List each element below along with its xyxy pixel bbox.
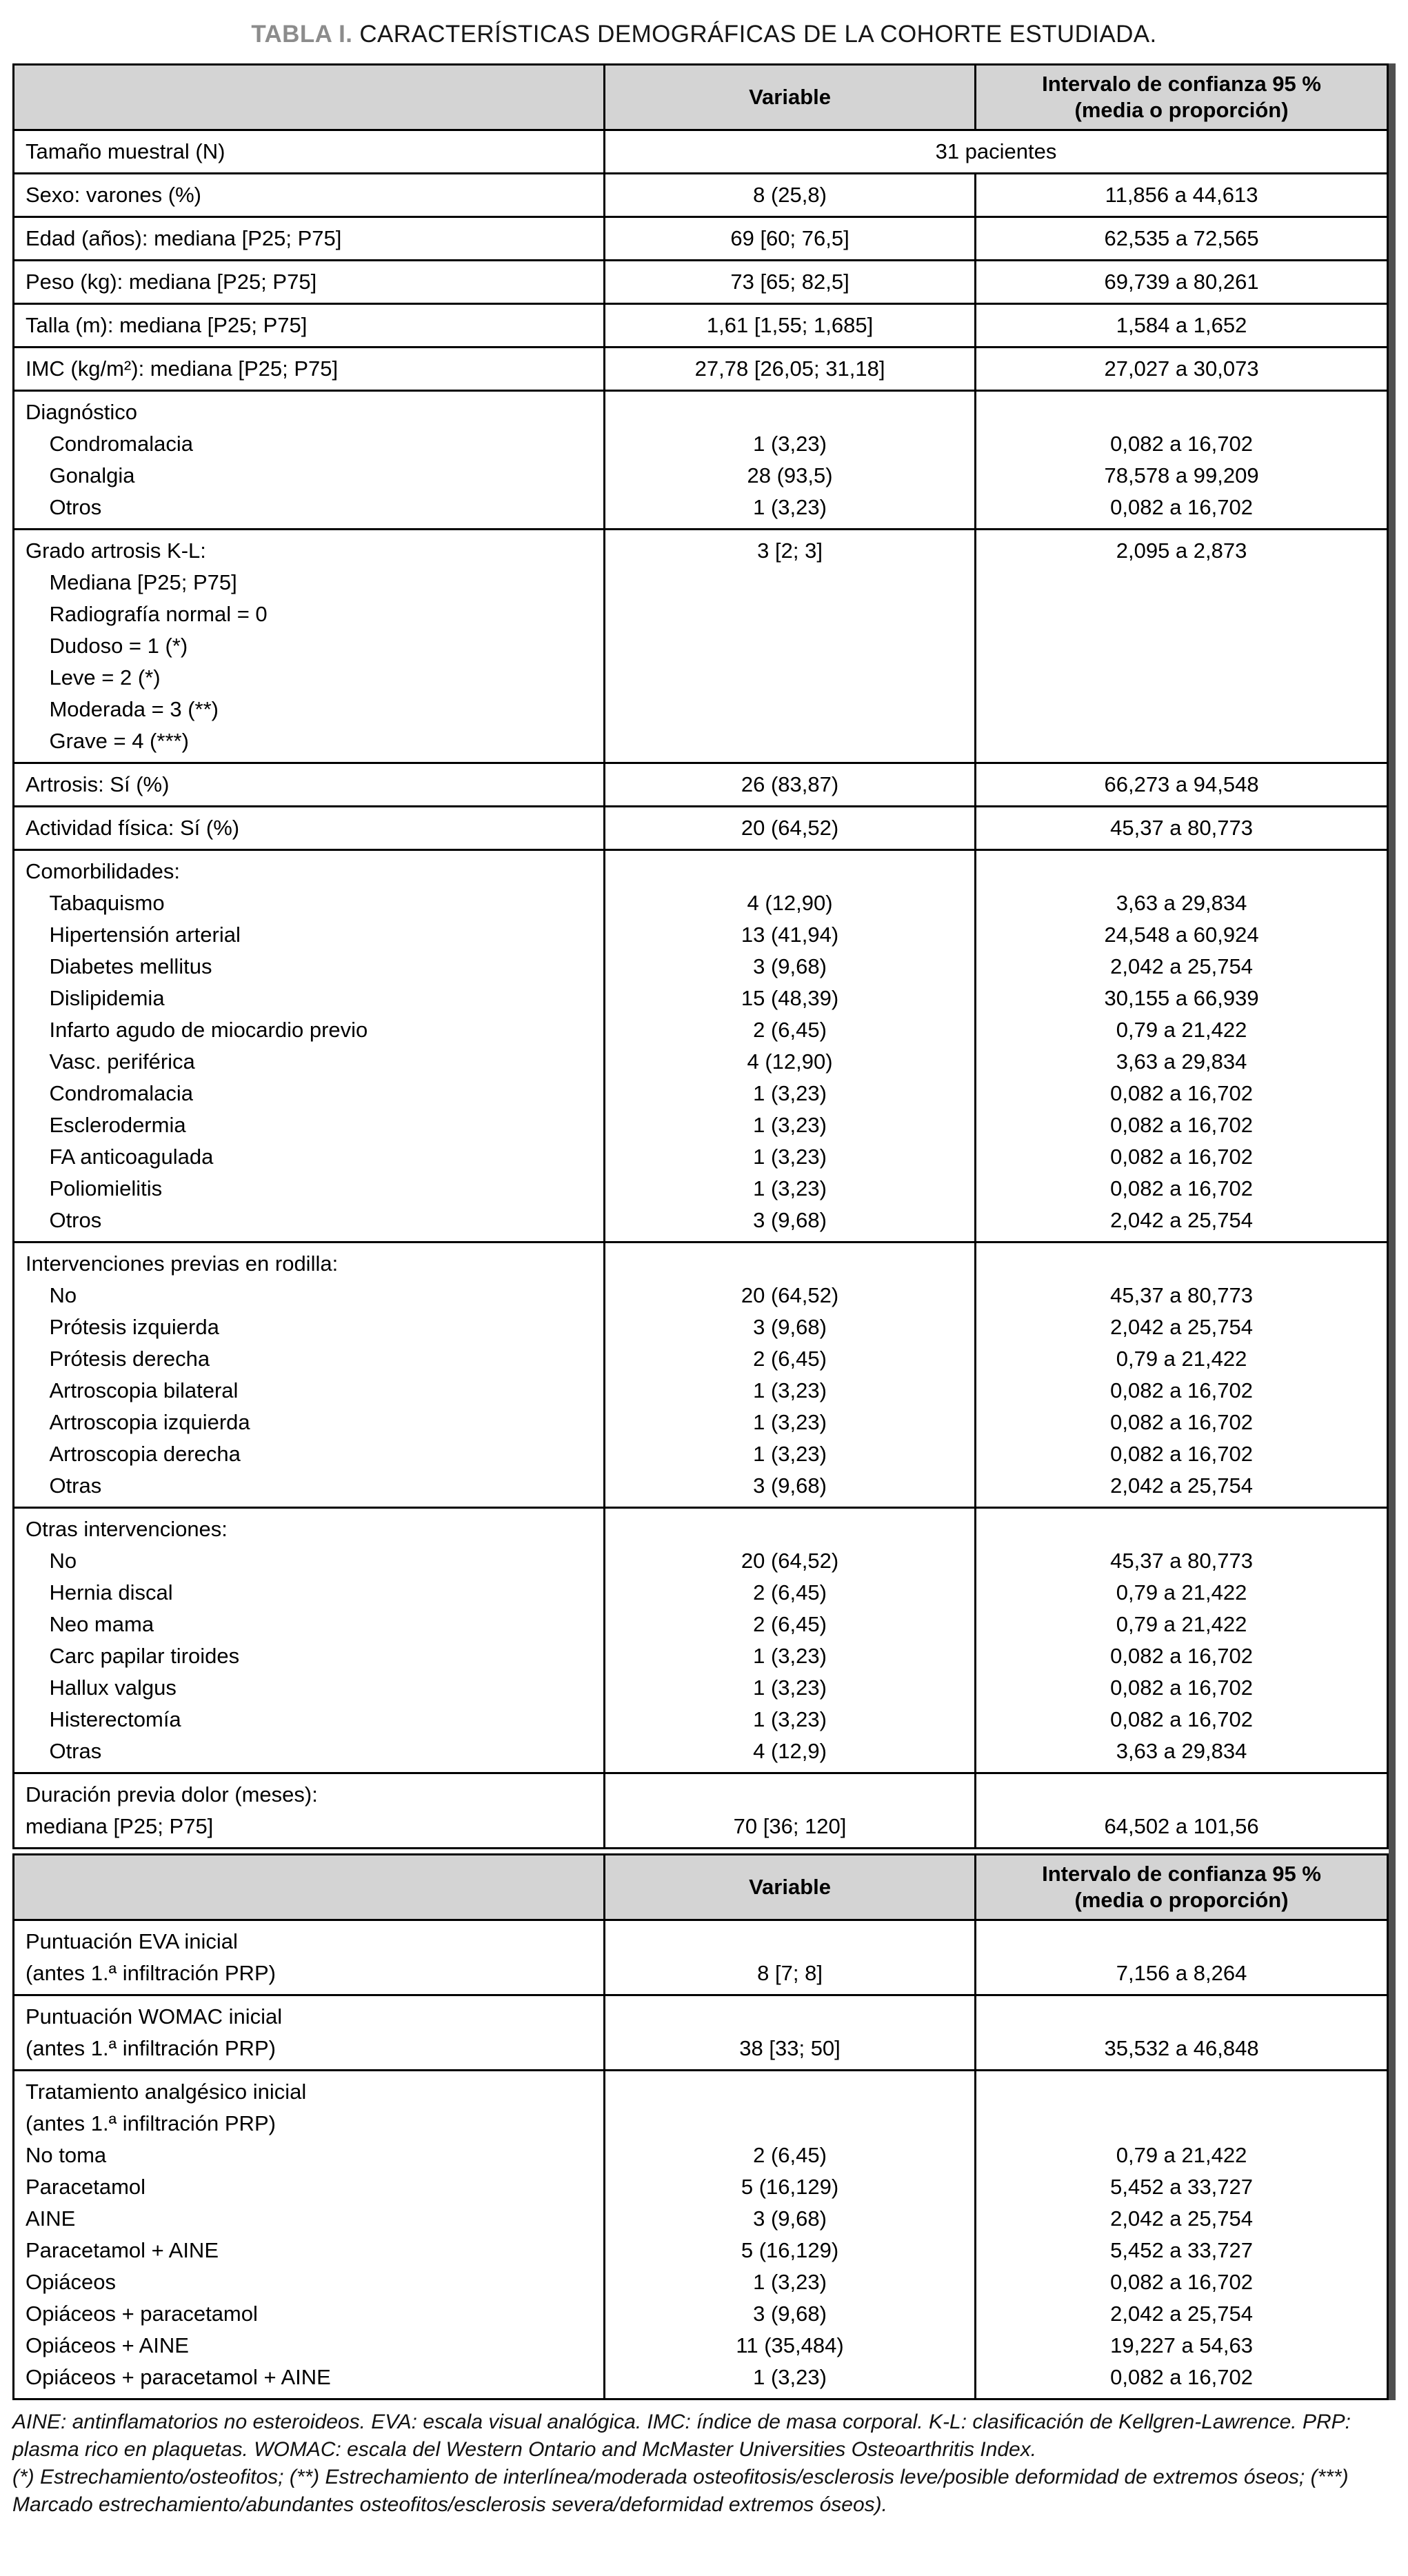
table-row: Edad (años): mediana [P25; P75] 69 [60; 7… — [12, 216, 1389, 261]
row-variable-value: 20 (64,52) — [603, 805, 977, 851]
row-confidence-interval: 27,027 a 30,073 — [974, 346, 1389, 392]
row-label: Peso (kg): mediana [P25; P75] — [12, 259, 605, 305]
demographics-table-part-2: Variable Intervalo de confianza 95 % (me… — [12, 1853, 1389, 2400]
table-row: Tratamiento analgésico inicial (antes 1.… — [12, 2069, 1389, 2400]
table-row: Tamaño muestral (N) 31 pacientes — [12, 129, 1389, 174]
header-confidence-interval: Intervalo de confianza 95 % (media o pro… — [974, 1853, 1389, 1921]
row-confidence-interval: 11,856 a 44,613 — [974, 172, 1389, 218]
row-confidence-interval: 45,37 a 80,773 — [974, 805, 1389, 851]
demographics-table-part-1: Variable Intervalo de confianza 95 % (me… — [12, 63, 1389, 1849]
table-row: Peso (kg): mediana [P25; P75] 73 [65; 82,… — [12, 259, 1389, 305]
header-confidence-interval: Intervalo de confianza 95 % (media o pro… — [974, 63, 1389, 131]
row-label: Duración previa dolor (meses): mediana [… — [12, 1772, 605, 1849]
header-ci-line2: (media o proporción) — [1074, 98, 1289, 122]
row-label: Puntuación EVA inicial (antes 1.ª infilt… — [12, 1919, 605, 1996]
tables-wrapper: Variable Intervalo de confianza 95 % (me… — [12, 63, 1396, 2400]
table-row: Otras intervenciones: No Hernia discal N… — [12, 1507, 1389, 1774]
row-variable-value: 69 [60; 76,5] — [603, 216, 977, 261]
header-empty-cell — [12, 1853, 605, 1921]
table-row: Puntuación EVA inicial (antes 1.ª infilt… — [12, 1919, 1389, 1996]
row-label: Otras intervenciones: No Hernia discal N… — [12, 1507, 605, 1774]
row-variable-value: 8 (25,8) — [603, 172, 977, 218]
row-label: Intervenciones previas en rodilla: No Pr… — [12, 1241, 605, 1509]
row-confidence-interval: 62,535 a 72,565 — [974, 216, 1389, 261]
footnote-asterisks: (*) Estrechamiento/osteofitos; (**) Estr… — [12, 2466, 1349, 2516]
row-label: Puntuación WOMAC inicial (antes 1.ª infi… — [12, 1994, 605, 2071]
header-variable: Variable — [603, 63, 977, 131]
row-label: Grado artrosis K-L: Mediana [P25; P75] R… — [12, 528, 605, 764]
row-label: Sexo: varones (%) — [12, 172, 605, 218]
table-row: Talla (m): mediana [P25; P75] 1,61 [1,55;… — [12, 303, 1389, 348]
row-confidence-interval: 66,273 a 94,548 — [974, 762, 1389, 807]
table-row: Actividad física: Sí (%) 20 (64,52) 45,37 … — [12, 805, 1389, 851]
row-variable-value: 8 [7; 8] — [603, 1919, 977, 1996]
row-variable-value: 73 [65; 82,5] — [603, 259, 977, 305]
row-confidence-interval: 35,532 a 46,848 — [974, 1994, 1389, 2071]
header-empty-cell — [12, 63, 605, 131]
footnote-abbreviations: AINE: antinflamatorios no esteroideos. E… — [12, 2411, 1351, 2461]
table-row: Duración previa dolor (meses): mediana [… — [12, 1772, 1389, 1849]
row-label: Artrosis: Sí (%) — [12, 762, 605, 807]
row-label: Edad (años): mediana [P25; P75] — [12, 216, 605, 261]
table-row: Sexo: varones (%) 8 (25,8) 11,856 a 44,613 — [12, 172, 1389, 218]
table-body-part-2: Puntuación EVA inicial (antes 1.ª infilt… — [12, 1919, 1389, 2400]
row-confidence-interval: 0,082 a 16,702 78,578 a 99,209 0,082 a 1… — [974, 390, 1389, 530]
row-confidence-interval: 3,63 a 29,834 24,548 a 60,924 2,042 a 25… — [974, 849, 1389, 1243]
row-span-value: 31 pacientes — [603, 129, 1389, 174]
header-ci-line1: Intervalo de confianza 95 % — [1042, 1862, 1321, 1886]
row-variable-value: 26 (83,87) — [603, 762, 977, 807]
table-row: Puntuación WOMAC inicial (antes 1.ª infi… — [12, 1994, 1389, 2071]
header-row: Variable Intervalo de confianza 95 % (me… — [12, 63, 1389, 131]
row-confidence-interval: 69,739 a 80,261 — [974, 259, 1389, 305]
row-variable-value: 3 [2; 3] — [603, 528, 977, 764]
table-body-part-1: Tamaño muestral (N) 31 pacientes Sexo: var… — [12, 129, 1389, 1849]
row-confidence-interval: 2,095 a 2,873 — [974, 528, 1389, 764]
table-row: Diagnóstico Condromalacia Gonalgia Otros… — [12, 390, 1389, 530]
row-confidence-interval: 1,584 a 1,652 — [974, 303, 1389, 348]
row-confidence-interval: 0,79 a 21,422 5,452 a 33,727 2,042 a 25,… — [974, 2069, 1389, 2400]
table-row: Artrosis: Sí (%) 26 (83,87) 66,273 a 94,54… — [12, 762, 1389, 807]
row-variable-value: 4 (12,90) 13 (41,94) 3 (9,68) 15 (48,39)… — [603, 849, 977, 1243]
row-confidence-interval: 7,156 a 8,264 — [974, 1919, 1389, 1996]
row-variable-value: 1 (3,23) 28 (93,5) 1 (3,23) — [603, 390, 977, 530]
row-label: Tamaño muestral (N) — [12, 129, 605, 174]
row-label: IMC (kg/m²): mediana [P25; P75] — [12, 346, 605, 392]
row-label: Comorbilidades: Tabaquismo Hipertensión … — [12, 849, 605, 1243]
row-label: Talla (m): mediana [P25; P75] — [12, 303, 605, 348]
row-confidence-interval: 45,37 a 80,773 2,042 a 25,754 0,79 a 21,… — [974, 1241, 1389, 1509]
header-ci-line2: (media o proporción) — [1074, 1888, 1289, 1912]
row-confidence-interval: 45,37 a 80,773 0,79 a 21,422 0,79 a 21,4… — [974, 1507, 1389, 1774]
row-variable-value: 20 (64,52) 2 (6,45) 2 (6,45) 1 (3,23) 1 … — [603, 1507, 977, 1774]
row-variable-value: 1,61 [1,55; 1,685] — [603, 303, 977, 348]
table-header: Variable Intervalo de confianza 95 % (me… — [12, 63, 1389, 131]
row-variable-value: 70 [36; 120] — [603, 1772, 977, 1849]
row-label: Diagnóstico Condromalacia Gonalgia Otros — [12, 390, 605, 530]
row-variable-value: 27,78 [26,05; 31,18] — [603, 346, 977, 392]
table-row: Intervenciones previas en rodilla: No Pr… — [12, 1241, 1389, 1509]
table-title-prefix: TABLA I. — [251, 21, 353, 48]
row-variable-value: 2 (6,45) 5 (16,129) 3 (9,68) 5 (16,129) … — [603, 2069, 977, 2400]
header-variable: Variable — [603, 1853, 977, 1921]
row-label: Actividad física: Sí (%) — [12, 805, 605, 851]
table-row: Comorbilidades: Tabaquismo Hipertensión … — [12, 849, 1389, 1243]
table-title-text: CARACTERÍSTICAS DEMOGRÁFICAS DE LA COHOR… — [359, 21, 1157, 48]
header-ci-line1: Intervalo de confianza 95 % — [1042, 72, 1321, 96]
footnotes: AINE: antinflamatorios no esteroideos. E… — [12, 2408, 1396, 2519]
row-confidence-interval: 64,502 a 101,56 — [974, 1772, 1389, 1849]
table-row: IMC (kg/m²): mediana [P25; P75] 27,78 [26… — [12, 346, 1389, 392]
row-label: Tratamiento analgésico inicial (antes 1.… — [12, 2069, 605, 2400]
row-variable-value: 20 (64,52) 3 (9,68) 2 (6,45) 1 (3,23) 1 … — [603, 1241, 977, 1509]
table-header: Variable Intervalo de confianza 95 % (me… — [12, 1853, 1389, 1921]
header-row: Variable Intervalo de confianza 95 % (me… — [12, 1853, 1389, 1921]
row-variable-value: 38 [33; 50] — [603, 1994, 977, 2071]
table-row: Grado artrosis K-L: Mediana [P25; P75] R… — [12, 528, 1389, 764]
table-title: TABLA I. CARACTERÍSTICAS DEMOGRÁFICAS DE … — [12, 19, 1396, 50]
